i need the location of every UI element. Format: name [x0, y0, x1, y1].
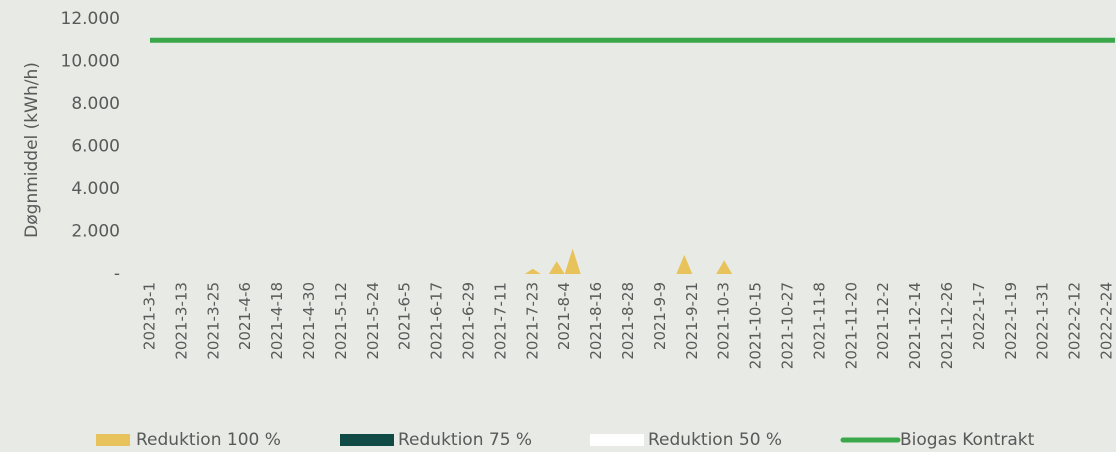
y-tick-label: - [114, 264, 120, 284]
legend-label: Reduktion 50 % [648, 430, 782, 450]
x-tick-label: 2021-4-6 [236, 282, 254, 350]
x-tick-label: 2022-1-31 [1034, 282, 1052, 360]
legend-label: Reduktion 100 % [136, 430, 281, 450]
x-tick-label: 2021-5-12 [332, 282, 350, 360]
y-tick-label: 12.000 [61, 9, 120, 29]
legend-swatch [590, 434, 644, 446]
x-tick-label: 2022-2-12 [1066, 282, 1084, 360]
x-tick-label: 2021-3-13 [172, 282, 190, 360]
x-tick-label: 2022-1-7 [970, 282, 988, 350]
x-tick-label: 2021-11-20 [842, 282, 860, 369]
legend-label: Biogas Kontrakt [900, 430, 1035, 450]
x-tick-label: 2022-1-19 [1002, 282, 1020, 360]
x-tick-label: 2021-12-2 [874, 282, 892, 360]
y-tick-label: 2.000 [71, 222, 120, 242]
legend-swatch [96, 434, 130, 446]
x-tick-label: 2021-7-11 [491, 282, 509, 360]
y-axis-label: Døgnmiddel (kWh/h) [22, 62, 42, 238]
x-tick-label: 2021-3-25 [204, 282, 222, 360]
legend-swatch [340, 434, 394, 446]
x-tick-label: 2021-12-14 [906, 282, 924, 369]
y-tick-label: 6.000 [71, 137, 120, 157]
x-tick-label: 2021-6-29 [460, 282, 478, 360]
y-tick-label: 4.000 [71, 179, 120, 199]
x-tick-label: 2022-2-24 [1098, 282, 1116, 360]
x-tick-label: 2021-10-27 [779, 282, 797, 369]
y-tick-label: 8.000 [71, 94, 120, 114]
x-tick-label: 2021-7-23 [523, 282, 541, 360]
x-tick-label: 2021-12-26 [938, 282, 956, 369]
y-tick-label: 10.000 [61, 52, 120, 72]
x-tick-label: 2021-6-17 [428, 282, 446, 360]
x-tick-label: 2021-3-1 [141, 282, 159, 350]
x-tick-label: 2021-8-16 [587, 282, 605, 360]
x-tick-label: 2021-9-21 [683, 282, 701, 360]
x-tick-label: 2021-10-15 [747, 282, 765, 369]
x-tick-label: 2021-6-5 [396, 282, 414, 350]
x-tick-label: 2021-8-4 [555, 282, 573, 350]
x-tick-label: 2021-4-30 [300, 282, 318, 360]
x-tick-label: 2021-4-18 [268, 282, 286, 360]
x-tick-label: 2021-11-8 [810, 282, 828, 360]
x-tick-label: 2021-8-28 [619, 282, 637, 360]
x-tick-label: 2021-9-9 [651, 282, 669, 350]
x-tick-label: 2021-5-24 [364, 282, 382, 360]
legend-label: Reduktion 75 % [398, 430, 532, 450]
x-tick-label: 2021-10-3 [715, 282, 733, 360]
